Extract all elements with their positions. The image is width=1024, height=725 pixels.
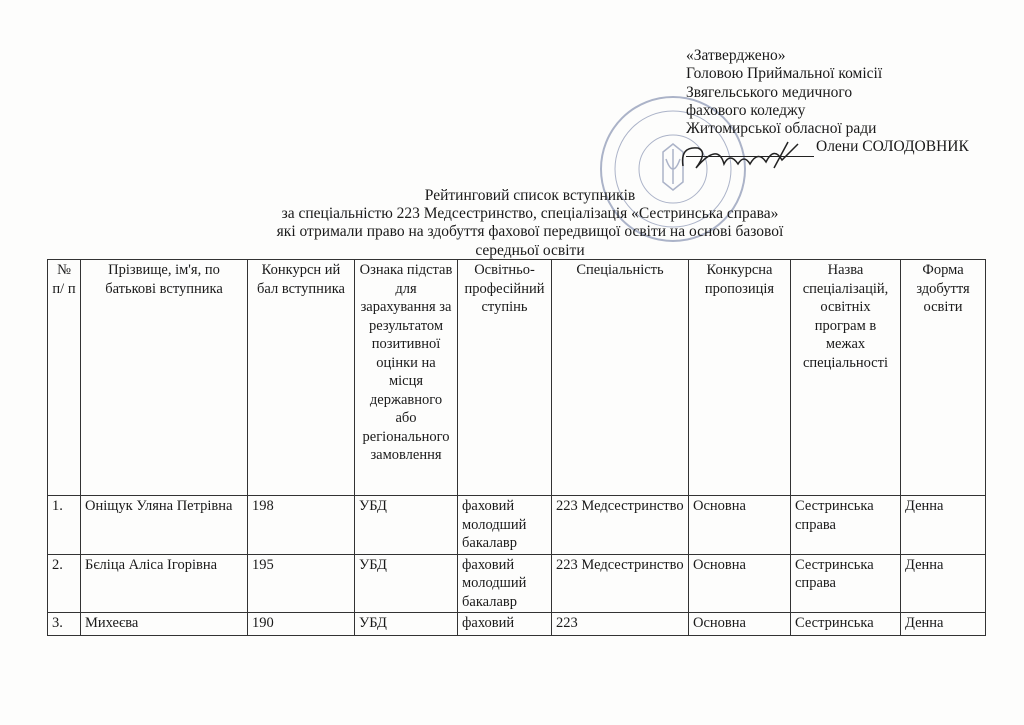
title-line: середньої освіти [475, 241, 585, 259]
cell-degree: фаховий молодший бакалавр [457, 553, 552, 613]
title-line: за спеціальністю 223 Медсестринство, спе… [281, 205, 779, 223]
cell-study-form: Денна [900, 553, 986, 613]
signature-line: Олени СОЛОДОВНИК [686, 138, 969, 157]
cell-study-form: Денна [900, 495, 986, 555]
column-header-study-form: Форма здобуття освіти [900, 259, 986, 496]
approval-line: фахового коледжу [686, 101, 806, 119]
approval-block: «Затверджено» Головою Приймальної комісі… [686, 47, 969, 157]
cell-offer: Основна [688, 495, 791, 555]
cell-score: 198 [247, 495, 355, 555]
official-stamp [600, 96, 746, 242]
cell-study-form: Денна [900, 612, 986, 636]
cell-degree: фаховий молодший бакалавр [457, 495, 552, 555]
table-header-row: № п/ п Прізвище, ім'я, по батькові вступ… [47, 259, 986, 496]
cell-specialization: Сестринська справа [790, 495, 901, 555]
cell-specialization: Сестринська справа [790, 553, 901, 613]
column-header-basis: Ознака підстав для зарахування за резуль… [354, 259, 458, 496]
cell-degree: фаховий [457, 612, 552, 636]
cell-basis: УБД [354, 495, 458, 555]
table-row: 1. Оніщук Уляна Петрівна 198 УБД фаховий… [47, 495, 986, 555]
column-header-offer: Конкурсна пропозиція [688, 259, 791, 496]
cell-offer: Основна [688, 612, 791, 636]
cell-name: Бєліца Аліса Ігорівна [80, 553, 248, 613]
column-header-specialization: Назва спеціалізацій, освітніх програм в … [790, 259, 901, 496]
cell-specialty: 223 Медсестринство [551, 553, 689, 613]
cell-specialization: Сестринська [790, 612, 901, 636]
approval-line: Житомирської обласної ради [686, 120, 877, 138]
cell-specialty: 223 [551, 612, 689, 636]
handwritten-signature [681, 141, 799, 169]
column-header-score: Конкурсн ий бал вступника [247, 259, 355, 496]
title-line: які отримали право на здобуття фахової п… [276, 223, 784, 241]
cell-basis: УБД [354, 612, 458, 636]
signature-blank [686, 142, 814, 157]
approval-line: Головою Приймальної комісії [686, 65, 883, 83]
table-row: 3. Михеєва 190 УБД фаховий 223 Основна С… [47, 612, 986, 636]
signatory-name: Олени СОЛОДОВНИК [816, 138, 969, 156]
cell-number: 1. [47, 495, 81, 555]
cell-number: 2. [47, 553, 81, 613]
cell-score: 195 [247, 553, 355, 613]
cell-name: Михеєва [80, 612, 248, 636]
cell-offer: Основна [688, 553, 791, 613]
column-header-degree: Освітньо-професійний ступінь [457, 259, 552, 496]
table-row: 2. Бєліца Аліса Ігорівна 195 УБД фаховий… [47, 553, 986, 613]
document-title: Рейтинговий список вступників за спеціал… [0, 187, 1024, 260]
cell-name: Оніщук Уляна Петрівна [80, 495, 248, 555]
column-header-specialty: Спеціальність [551, 259, 689, 496]
approval-line: «Затверджено» [686, 47, 786, 64]
column-header-name: Прізвище, ім'я, по батькові вступника [80, 259, 248, 496]
rating-table: № п/ п Прізвище, ім'я, по батькові вступ… [47, 259, 986, 636]
cell-number: 3. [47, 612, 81, 636]
cell-basis: УБД [354, 553, 458, 613]
column-header-number: № п/ п [47, 259, 81, 496]
cell-specialty: 223 Медсестринство [551, 495, 689, 555]
approval-line: Звягельського медичного [686, 83, 853, 101]
cell-score: 190 [247, 612, 355, 636]
title-line: Рейтинговий список вступників [424, 187, 636, 204]
